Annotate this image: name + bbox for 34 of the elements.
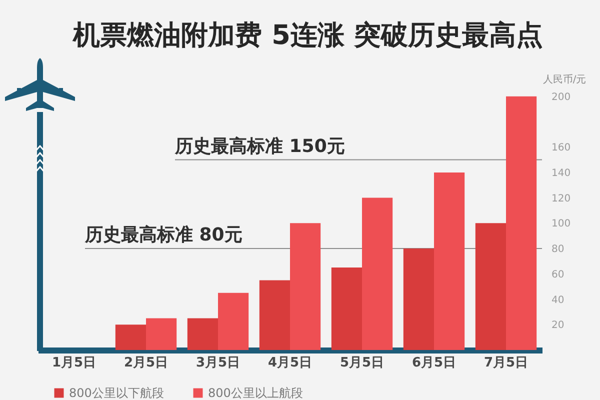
legend-label: 800公里以下航段 — [69, 386, 164, 400]
bar — [146, 318, 177, 350]
x-tick-label: 5月5日 — [340, 356, 384, 370]
bar — [115, 324, 146, 350]
x-tick-label: 4月5日 — [268, 356, 312, 370]
y-tick-label: 120 — [552, 193, 571, 204]
bar — [434, 172, 465, 350]
y-tick-label: 80 — [552, 244, 564, 256]
ref-line-label: 历史最高标准 150元 — [174, 136, 345, 157]
chart-title: 机票燃油附加费 5连涨 突破历史最高点 — [72, 20, 543, 51]
bar — [506, 96, 537, 350]
y-tick-label: 200 — [552, 92, 571, 103]
bar — [218, 292, 249, 350]
bar — [331, 268, 362, 350]
x-tick-label: 7月5日 — [484, 356, 528, 370]
y-tick-label: 60 — [552, 269, 564, 280]
ref-line-label: 历史最高标准 80元 — [84, 224, 242, 246]
bar — [187, 318, 218, 350]
bar — [290, 223, 321, 350]
x-tick-label: 3月5日 — [196, 356, 240, 370]
y-tick-label: 40 — [552, 294, 564, 306]
x-tick-label: 2月5日 — [124, 356, 168, 370]
x-tick-label: 1月5日 — [52, 356, 96, 370]
x-tick-label: 6月5日 — [412, 356, 456, 370]
legend-label: 800公里以上航段 — [208, 386, 303, 400]
y-axis-title: 人民币/元 — [542, 74, 586, 86]
bar — [475, 223, 506, 350]
bar — [259, 280, 290, 350]
bar — [403, 248, 434, 350]
y-tick-label: 160 — [552, 142, 571, 154]
y-tick-label: 100 — [552, 218, 571, 230]
bar — [362, 198, 393, 350]
y-tick-label: 20 — [552, 320, 564, 332]
y-tick-label: 140 — [552, 168, 571, 179]
